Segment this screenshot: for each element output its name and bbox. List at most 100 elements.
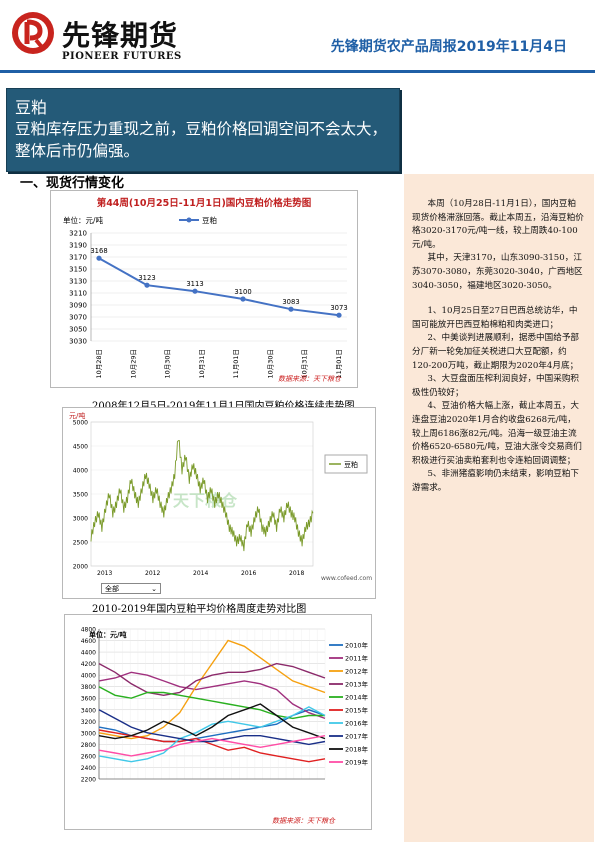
chart3-series-line [98, 662, 326, 697]
chart1-y-tick: 3070 [69, 314, 87, 322]
chart3-y-tick: 2200 [81, 777, 96, 784]
chart3-legend-label: 2010年 [345, 641, 369, 650]
pioneer-logo-icon [12, 12, 54, 54]
chart2-x-tick: 2012 [145, 570, 160, 577]
chart2-legend-box [324, 454, 368, 474]
chart3-series-line [98, 639, 326, 740]
weekly-price-chart: 第44周(10月25日-11月1日)国内豆粕价格走势图 单位：元/吨 豆粕 32… [50, 190, 358, 388]
chart1-data-label: 3083 [282, 298, 299, 306]
chart1-data-label: 3168 [90, 247, 107, 255]
commentary-paragraph: 本周（10月28日-11月1日），国内豆粕现货价格滞涨回落。截止本周五，沿海豆粕… [412, 199, 584, 250]
chart2-y-tick: 2000 [73, 564, 88, 571]
chart3-legend-label: 2017年 [345, 732, 369, 741]
chart3-unit: 单位：元/吨 [89, 630, 127, 639]
chart1-x-tick: 10月31日 [198, 349, 206, 379]
chart2-website: www.cofeed.com [321, 575, 372, 582]
chart1-point [288, 306, 294, 312]
header-divider [0, 70, 595, 73]
chart2-x-tick: 2014 [193, 570, 208, 577]
chart3-series-line [98, 729, 326, 763]
chart1-data-label: 3100 [234, 288, 251, 296]
chart2-y-tick: 3000 [73, 516, 88, 523]
commentary-paragraph: 4、豆油价格大幅上涨，截止本周五，大连盘豆油2020年1月合约收盘6268元/吨… [412, 401, 582, 466]
chevron-down-icon: ⌄ [151, 585, 157, 593]
logo-chinese-name: 先锋期货 [62, 19, 179, 52]
chart3-legend-label: 2015年 [345, 706, 369, 715]
yearly-comparison-chart: 单位：元/吨 4800 4600 4400 4200 4000 3800 3600 3400 3… [64, 614, 372, 830]
section-title: 一、现货行情变化 [20, 176, 125, 191]
chart2-unit: 元/吨 [69, 411, 85, 420]
logo-english-name: PIONEER FUTURES [62, 51, 182, 62]
chart1-x-tick: 10月28日 [95, 349, 103, 379]
chart3-series-line [98, 709, 326, 746]
chart3-legend-label: 2016年 [345, 719, 369, 728]
chart3-series-line [98, 706, 326, 763]
summary-banner: 豆粕 豆粕库存压力重现之前，豆粕价格回调空间不会太大，整体后市仍偏强。 [6, 88, 400, 172]
chart1-y-tick: 3050 [69, 326, 87, 334]
chart2-y-tick: 2500 [73, 540, 88, 547]
chart1-data-label: 3113 [186, 280, 203, 288]
historical-price-chart: 元/吨 5000 4500 4000 3500 3000 2500 2000 2013 2012… [62, 407, 376, 599]
chart3-series-line [98, 671, 326, 720]
chart1-y-tick: 3210 [69, 230, 87, 238]
chart3-legend: 2010年 2011年 2012年 2013年 2014年 2015年 2016年 2017年… [329, 641, 369, 767]
chart1-point [336, 312, 342, 318]
chart3-y-tick: 4800 [81, 627, 96, 634]
chart3-y-tick: 4600 [81, 638, 96, 645]
chart3-y-tick: 3000 [81, 730, 96, 737]
chart3-y-tick: 2800 [81, 742, 96, 749]
chart1-y-tick: 3190 [69, 242, 87, 250]
chart3-marks [98, 639, 326, 763]
commentary-sidebar [404, 174, 594, 842]
chart3-legend-label: 2019年 [345, 758, 369, 767]
chart3-legend-label: 2014年 [345, 693, 369, 702]
chart2-x-tick: 2016 [241, 570, 256, 577]
chart1-x-tick: 10月30日 [266, 349, 274, 379]
commentary-paragraph: 1、10月25日至27日巴西总统访华，中国可能放开巴西豆粕棉粕和肉类进口； [412, 306, 578, 330]
chart3-grid: 4800 4600 4400 4200 4000 3800 3600 3400 3200 3000… [81, 627, 326, 784]
chart3-legend-label: 2018年 [345, 745, 369, 754]
chart3-caption: 2010-2019年国内豆粕平均价格周度走势对比图 [92, 604, 307, 615]
chart1-x-tick: 10月31日 [301, 349, 309, 379]
chart1-legend-label: 豆粕 [202, 215, 217, 225]
range-select-value: 全部 [105, 585, 119, 593]
chart1-point [96, 255, 102, 261]
chart3-y-tick: 4400 [81, 650, 96, 657]
chart1-point [144, 282, 150, 288]
chart2-series-line [90, 439, 314, 552]
chart3-y-tick: 2600 [81, 753, 96, 760]
chart3-source: 数据来源：天下粮仓 [272, 817, 336, 825]
chart3-series-line [98, 703, 326, 740]
chart2-caption: 2008年12月5日-2019年11月1日国内豆粕价格连续走势图 [92, 397, 354, 412]
chart1-y-tick: 3130 [69, 278, 87, 286]
chart1-data-label: 3123 [138, 274, 155, 282]
chart3-series-line [98, 735, 326, 757]
chart3-y-tick: 3800 [81, 684, 96, 691]
chart1-data-label: 3073 [330, 304, 347, 312]
chart3-y-tick: 4200 [81, 661, 96, 668]
commentary-paragraph: 5、非洲猪瘟影响仍未结束，影响豆粕下游需求。 [412, 469, 580, 493]
chart3-legend-label: 2012年 [345, 667, 369, 676]
chart1-y-tick: 3030 [69, 338, 87, 346]
chart3-legend-label: 2013年 [345, 680, 369, 689]
page-header: 先锋期货 PIONEER FUTURES 先锋期货农产品周报2019年11月4日 [0, 0, 595, 78]
chart3-y-tick: 3600 [81, 696, 96, 703]
chart2-y-tick: 4000 [73, 468, 88, 475]
chart2-plot-border [90, 421, 314, 567]
range-select[interactable]: 全部 ⌄ [101, 583, 161, 594]
commentary-paragraph: 2、中美谈判进展顺利，据悉中国给予部分厂新一轮免加征关税进口大豆配额，约120-… [412, 333, 580, 371]
chart1-x-tick: 10月30日 [164, 349, 172, 379]
weekly-price-chart-svg: 第44周(10月25日-11月1日)国内豆粕价格走势图 单位：元/吨 豆粕 32… [63, 197, 348, 383]
chart1-unit: 单位：元/吨 [63, 215, 104, 225]
banner-title: 豆粕 [15, 98, 48, 117]
chart2-x-tick: 2018 [289, 570, 304, 577]
chart2-marks [90, 439, 314, 552]
chart1-legend-marker [186, 217, 192, 223]
chart1-title: 第44周(10月25日-11月1日)国内豆粕价格走势图 [97, 197, 312, 209]
chart1-point [240, 296, 246, 302]
commentary-paragraph: 其中，天津3170，山东3090-3150，江苏3070-3080，东莞3020… [412, 253, 583, 291]
chart1-series-line [98, 257, 340, 317]
banner-text: 豆粕库存压力重现之前，豆粕价格回调空间不会太大，整体后市仍偏强。 [15, 120, 388, 160]
chart1-y-tick: 3110 [69, 290, 87, 298]
commentary-text: 本周（10月28日-11月1日），国内豆粕现货价格滞涨回落。截止本周五，沿海豆粕… [412, 198, 584, 495]
